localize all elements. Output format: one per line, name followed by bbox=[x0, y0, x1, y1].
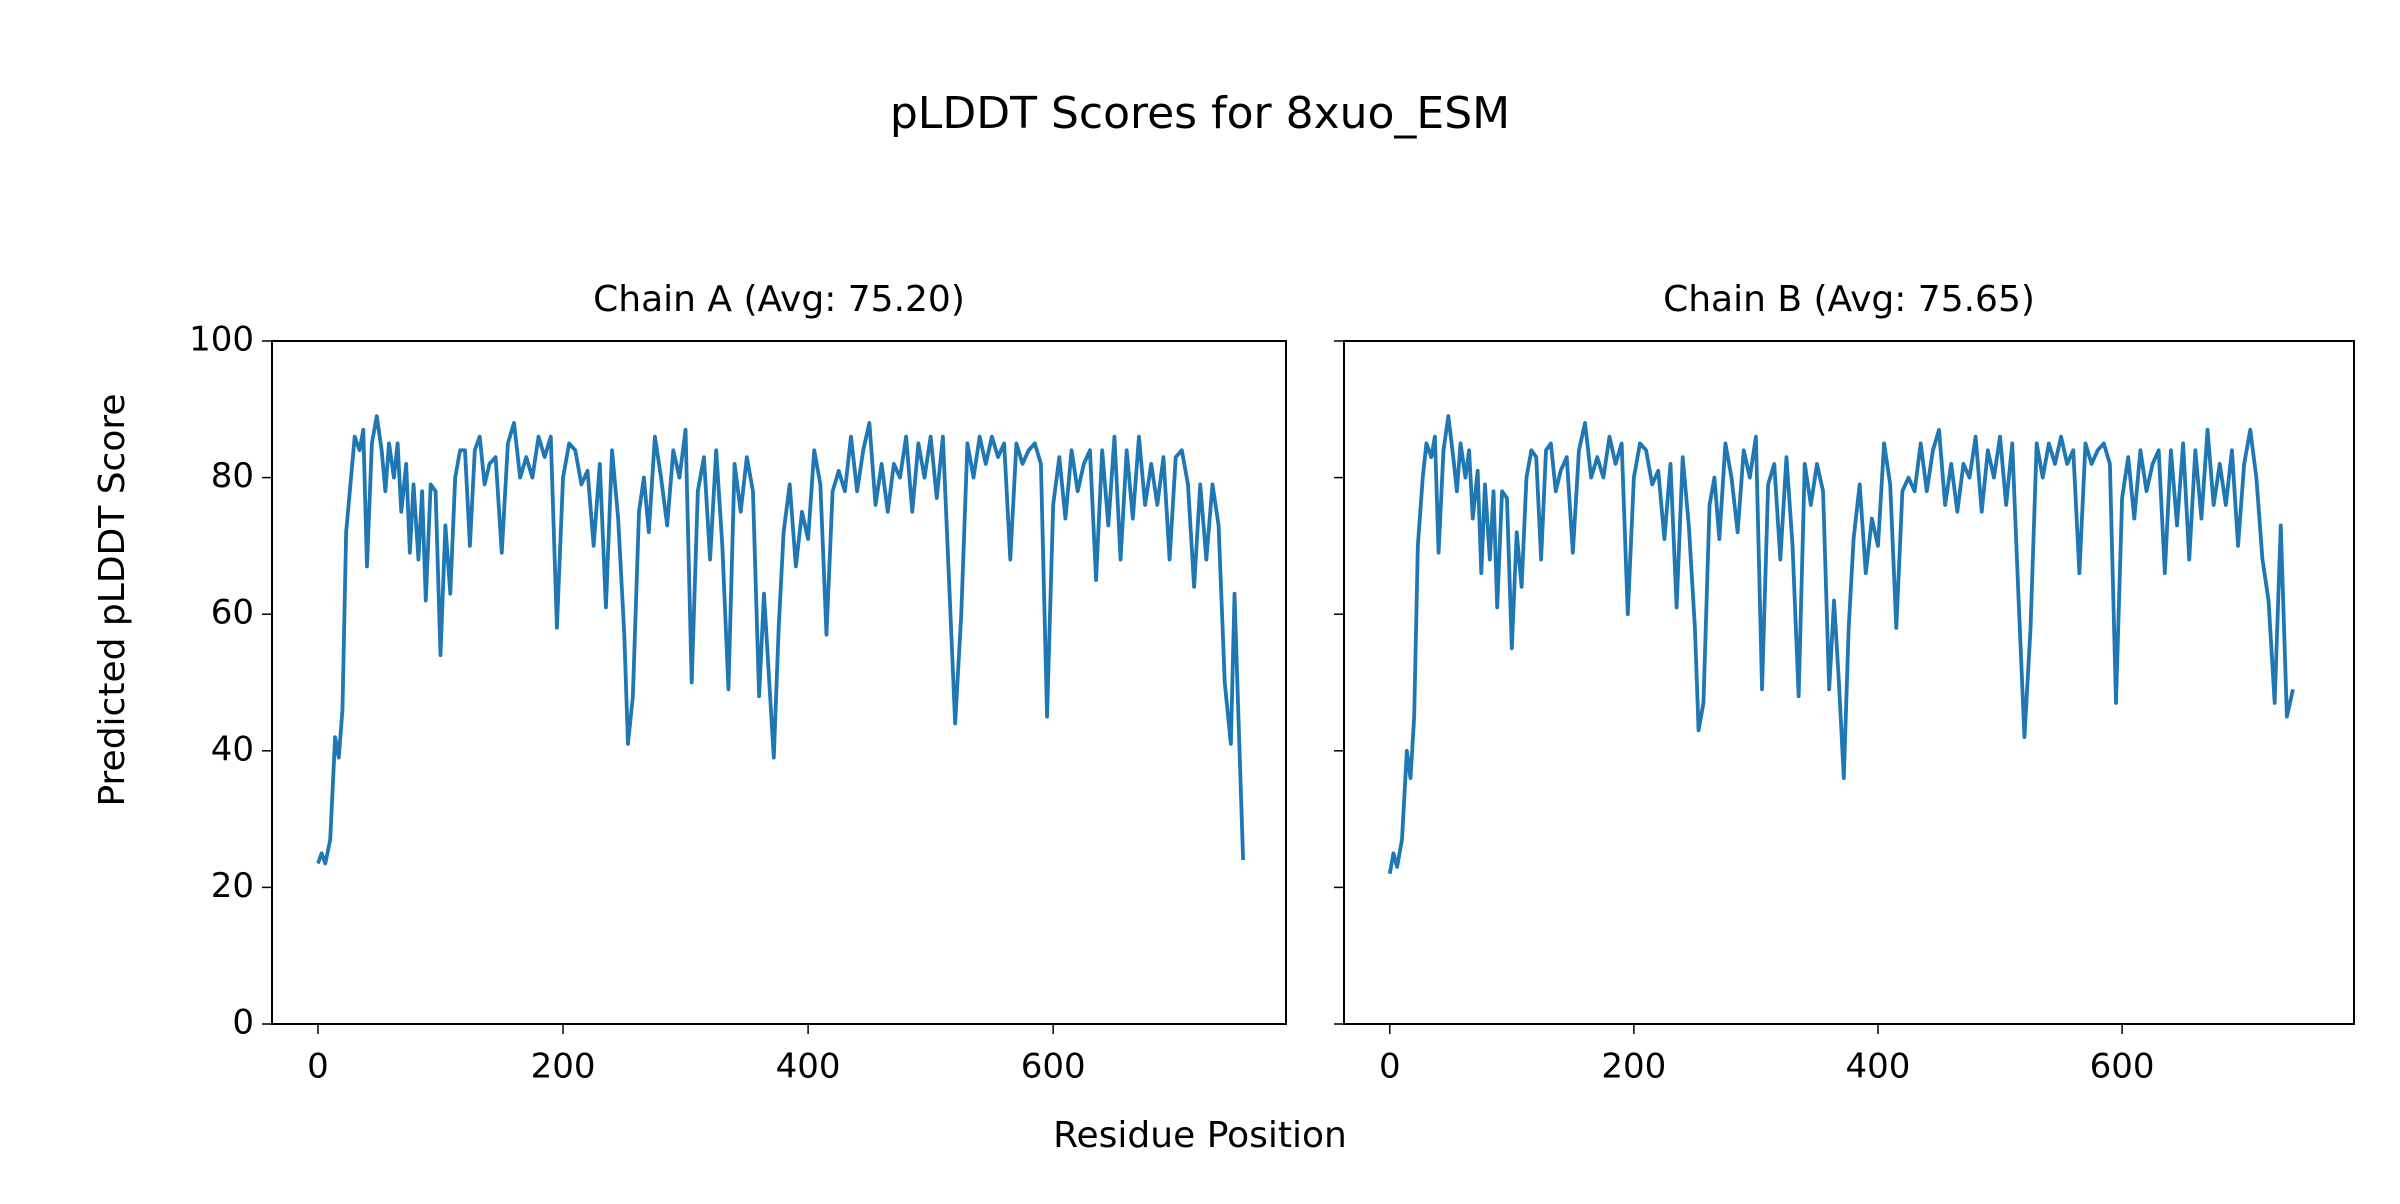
x-axis-label: Residue Position bbox=[1053, 1115, 1347, 1156]
y-tick-label: 100 bbox=[189, 320, 254, 360]
axes-frame bbox=[1343, 340, 2355, 1025]
axes-frame bbox=[271, 340, 1287, 1025]
figure-title: pLDDT Scores for 8xuo_ESM bbox=[890, 88, 1510, 139]
y-tick-label: 0 bbox=[232, 1003, 254, 1043]
data-line bbox=[316, 414, 1246, 866]
x-tick-label: 0 bbox=[1379, 1047, 1401, 1087]
x-tick-label: 0 bbox=[307, 1047, 329, 1087]
x-tick-label: 400 bbox=[1846, 1047, 1911, 1087]
x-tick-label: 200 bbox=[531, 1047, 596, 1087]
x-tick-label: 200 bbox=[1601, 1047, 1666, 1087]
y-axis-label: Predicted pLDDT Score bbox=[92, 393, 133, 806]
y-tick-label: 20 bbox=[211, 866, 254, 906]
y-tick-label: 60 bbox=[211, 593, 254, 633]
x-tick-label: 600 bbox=[2090, 1047, 2155, 1087]
y-tick-label: 80 bbox=[211, 456, 254, 496]
y-tick-label: 40 bbox=[211, 729, 254, 769]
x-tick-label: 600 bbox=[1021, 1047, 1086, 1087]
data-line bbox=[1387, 414, 2295, 875]
subplot-title: Chain B (Avg: 75.65) bbox=[1663, 279, 2035, 320]
x-tick-label: 400 bbox=[776, 1047, 841, 1087]
subplot-title: Chain A (Avg: 75.20) bbox=[593, 279, 965, 320]
